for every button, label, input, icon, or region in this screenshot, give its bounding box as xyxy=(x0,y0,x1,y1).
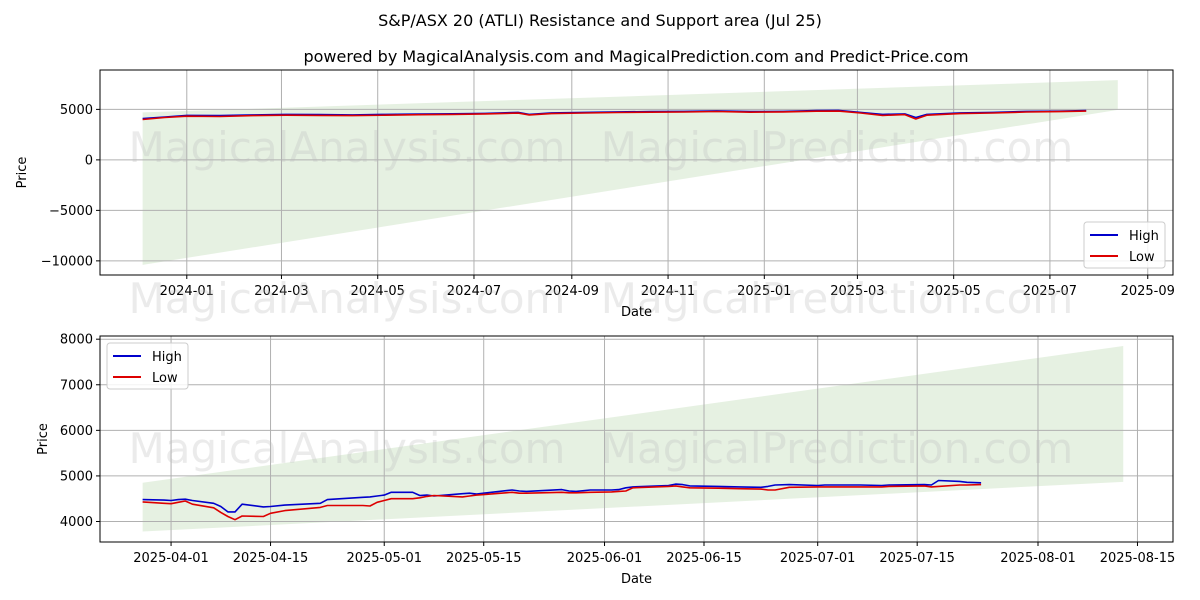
chart-full-range: 2024-01 2024-03 2024-05 2024-07 2024-09 2024-… xyxy=(15,69,1175,323)
x-tick-label: 2024-11 xyxy=(641,284,695,299)
x-tick-label: 2025-05 xyxy=(927,284,981,299)
series-line-high xyxy=(142,479,982,513)
legend-label-low: Low xyxy=(1129,250,1155,265)
figure-title: S&P/ASX 20 (ATLI) Resistance and Support… xyxy=(378,11,822,30)
plot-frame xyxy=(99,335,1174,543)
x-tick-label: 2025-07 xyxy=(1023,284,1077,299)
x-tick-label: 2025-09 xyxy=(1121,284,1175,299)
x-tick-label: 2025-05-15 xyxy=(446,551,522,566)
support-resistance-band xyxy=(142,80,1118,265)
y-tick-label: 6000 xyxy=(60,424,93,439)
legend-label-high: High xyxy=(152,350,182,365)
x-tick-label: 2025-04-01 xyxy=(133,551,209,566)
x-tick-label: 2025-07-01 xyxy=(780,551,856,566)
series-line-low xyxy=(142,483,982,521)
x-axis-label: Date xyxy=(621,305,652,320)
y-axis-label: Price xyxy=(36,423,51,455)
y-tick-label: 8000 xyxy=(60,333,93,348)
y-tick-label: −5000 xyxy=(49,204,93,219)
watermark-text: MagicalPrediction.com xyxy=(601,123,1074,172)
x-tick-label: 2025-05-01 xyxy=(346,551,422,566)
y-tick-label: 5000 xyxy=(60,103,93,118)
x-tick-label: 2025-03 xyxy=(830,284,884,299)
figure-subtitle: powered by MagicalAnalysis.com and Magic… xyxy=(303,47,968,66)
y-tick-label: 7000 xyxy=(60,378,93,393)
x-tick-label: 2024-01 xyxy=(160,284,214,299)
x-tick-label: 2025-04-15 xyxy=(233,551,309,566)
y-tick-label: −10000 xyxy=(41,254,93,269)
watermark-text: MagicalAnalysis.com xyxy=(129,424,566,473)
x-tick-label: 2024-03 xyxy=(254,284,308,299)
y-tick-label: 0 xyxy=(85,153,93,168)
plot-frame xyxy=(99,69,1174,276)
x-tick-label: 2025-07-15 xyxy=(879,551,955,566)
x-tick-label: 2024-07 xyxy=(447,284,501,299)
watermark-text: MagicalAnalysis.com xyxy=(129,123,566,172)
watermark-text: MagicalPrediction.com xyxy=(601,274,1074,323)
x-tick-label: 2024-05 xyxy=(351,284,405,299)
chart-recent-range: 2025-04-01 2025-04-15 2025-05-01 2025-05-15… xyxy=(36,333,1175,587)
series-line-low xyxy=(142,110,1087,121)
legend-label-low: Low xyxy=(152,371,178,386)
x-tick-label: 2025-08-01 xyxy=(1000,551,1076,566)
x-tick-label: 2025-01 xyxy=(737,284,791,299)
x-tick-label: 2025-06-15 xyxy=(666,551,742,566)
watermark-text: MagicalPrediction.com xyxy=(601,424,1074,473)
x-tick-label: 2025-06-01 xyxy=(567,551,643,566)
x-tick-label: 2024-09 xyxy=(545,284,599,299)
x-tick-label: 2025-08-15 xyxy=(1100,551,1176,566)
y-axis-label: Price xyxy=(15,157,30,189)
legend-label-high: High xyxy=(1129,229,1159,244)
watermark-text: MagicalAnalysis.com xyxy=(129,274,566,323)
y-tick-label: 4000 xyxy=(60,515,93,530)
x-axis-label: Date xyxy=(621,572,652,587)
y-tick-label: 5000 xyxy=(60,469,93,484)
